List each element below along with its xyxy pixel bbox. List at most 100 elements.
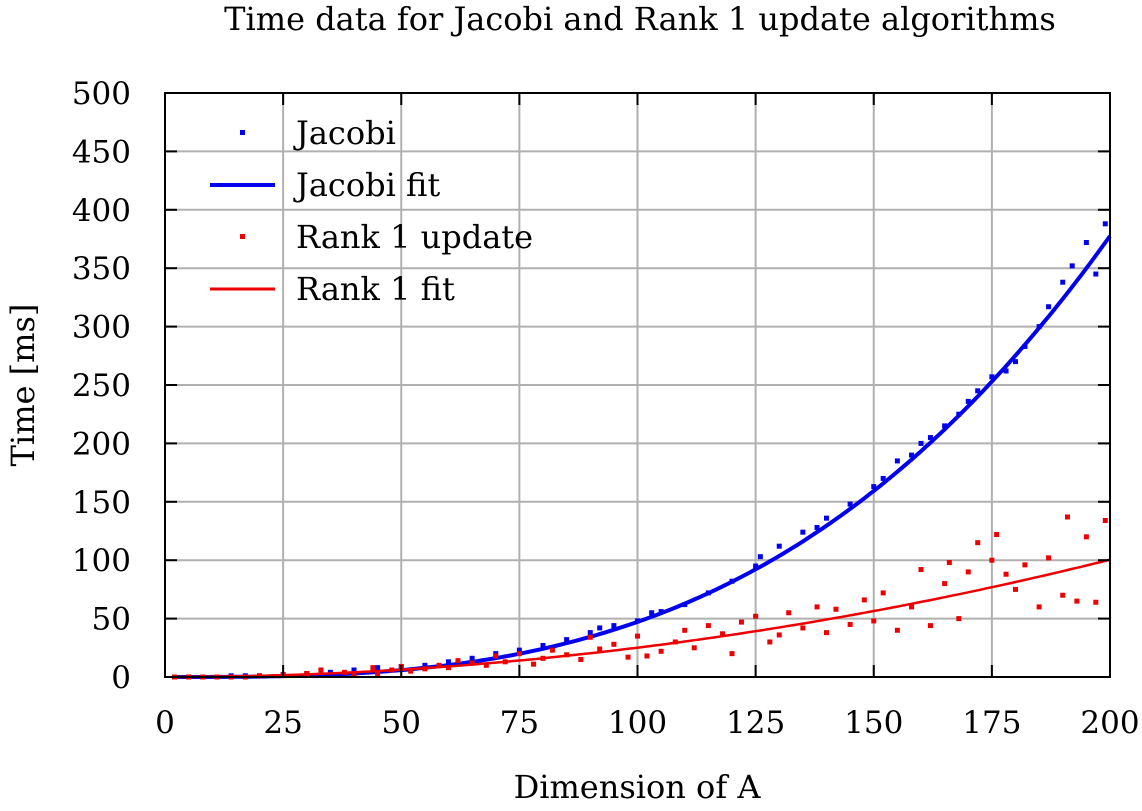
y-tick-label: 200 (72, 426, 131, 462)
x-tick-label: 100 (608, 705, 667, 741)
x-tick-label: 75 (500, 705, 539, 741)
y-tick-label: 400 (72, 193, 131, 229)
rank-1-update-point (408, 668, 414, 674)
rank-1-update-point (871, 618, 877, 624)
rank-1-update-point (786, 610, 792, 616)
rank-1-update-point (909, 604, 915, 610)
jacobi-point (597, 625, 603, 631)
jacobi-point (587, 630, 593, 636)
tick-labels: 0 25 50 75 100 125 150 175 200 0 50 100 150 200 250 300… (72, 76, 1140, 741)
y-tick-label: 0 (111, 660, 131, 696)
y-tick-label: 500 (72, 76, 131, 112)
x-axis-title: Dimension of A (514, 768, 762, 806)
rank-1-update-point (625, 654, 631, 660)
rank-1-update-point (956, 616, 962, 622)
jacobi-point (894, 458, 900, 464)
jacobi-point (649, 610, 655, 616)
rank-1-update-point (318, 667, 324, 673)
x-tick-label: 200 (1080, 705, 1139, 741)
rank-1-update-point (370, 665, 376, 671)
legend-label: Rank 1 fit (296, 270, 455, 308)
series-rank-1-fit (174, 558, 1111, 679)
x-tick-label: 0 (155, 705, 175, 741)
rank-1-update-point (446, 665, 451, 671)
rank-1-update-point (578, 656, 584, 662)
rank-1-update-point (965, 569, 971, 575)
y-axis-title: Time [ms] (4, 304, 42, 467)
legend-item-rank-1-fit: Rank 1 fit (210, 270, 455, 308)
legend-marker (240, 234, 245, 239)
chart-title: Time data for Jacobi and Rank 1 update a… (224, 0, 1056, 38)
jacobi-point (776, 543, 782, 549)
jacobi-point (611, 623, 617, 629)
rank-1-update-point (1046, 555, 1052, 561)
x-tick-label: 125 (726, 705, 785, 741)
rank-1-update-point (975, 540, 981, 546)
y-tick-label: 450 (72, 134, 131, 170)
jacobi-point (975, 388, 981, 394)
jacobi-point (757, 554, 763, 560)
rank-1-update-point (1036, 604, 1042, 610)
rank-1-update-point (753, 613, 759, 619)
jacobi-point (1046, 304, 1052, 310)
jacobi-point (540, 642, 546, 648)
jacobi-point (1013, 359, 1018, 365)
rank-1-update-point (549, 647, 555, 653)
series-rank-1-update (171, 514, 1108, 680)
legend-item-jacobi: Jacobi (240, 114, 396, 152)
rank-1-update-point (1060, 592, 1066, 598)
jacobi-point (422, 662, 428, 668)
rank-1-update-point (1083, 534, 1089, 540)
rank-1-update-point (436, 662, 442, 668)
jacobi-point (753, 563, 759, 569)
rank-1-update-point (847, 621, 853, 627)
y-tick-label: 100 (72, 543, 131, 579)
jacobi-point (814, 524, 820, 530)
rank-1-update-point (767, 639, 773, 645)
jacobi-point (800, 529, 806, 535)
jacobi-point (989, 374, 995, 380)
rank-1-update-point (493, 653, 499, 659)
rank-1-update-point (880, 590, 886, 596)
rank-1-update-point (351, 672, 357, 678)
rank-1-update-point (800, 625, 806, 631)
rank-1-update-point (1102, 517, 1108, 523)
rank-1-update-point (597, 646, 603, 652)
x-tick-label: 50 (382, 705, 421, 741)
axis-ticks (164, 92, 1111, 678)
legend-label: Rank 1 update (296, 218, 533, 256)
rank-1-update-point (682, 627, 688, 633)
rank-1-update-point (1074, 598, 1080, 604)
jacobi-point (927, 435, 933, 441)
rank-1-update-point (738, 619, 744, 625)
jacobi-point (909, 452, 915, 458)
rank-1-update-point (587, 634, 593, 640)
rank-1-update-point (469, 660, 475, 666)
legend-marker (240, 130, 245, 135)
rank-1-update-point (861, 597, 867, 603)
rank-1-update-point (776, 632, 782, 638)
jacobi-point (1060, 279, 1066, 285)
jacobi-point (1083, 240, 1089, 246)
y-tick-label: 250 (72, 368, 131, 404)
jacobi-point (375, 665, 381, 671)
rank-1-update-point (824, 630, 829, 636)
jacobi-point (871, 484, 877, 490)
rank-1-update-point (989, 557, 995, 563)
y-tick-label: 150 (72, 485, 131, 521)
rank-1-update-point (705, 623, 711, 629)
rank-1-update-point (531, 661, 537, 667)
rank-1-update-point (894, 627, 900, 633)
rank-1-fit-line (174, 558, 1111, 679)
rank-1-update-point (455, 658, 461, 664)
legend-label: Jacobi (293, 114, 396, 152)
legend-item-rank-1-update: Rank 1 update (240, 218, 533, 256)
rank-1-update-point (483, 662, 489, 668)
rank-1-update-point (635, 633, 640, 639)
rank-1-update-point (691, 645, 697, 651)
rank-1-update-point (658, 648, 664, 654)
rank-1-update-point (729, 651, 735, 657)
rank-1-update-point (918, 567, 924, 573)
x-tick-label: 175 (962, 705, 1021, 741)
rank-1-update-point (611, 641, 617, 647)
